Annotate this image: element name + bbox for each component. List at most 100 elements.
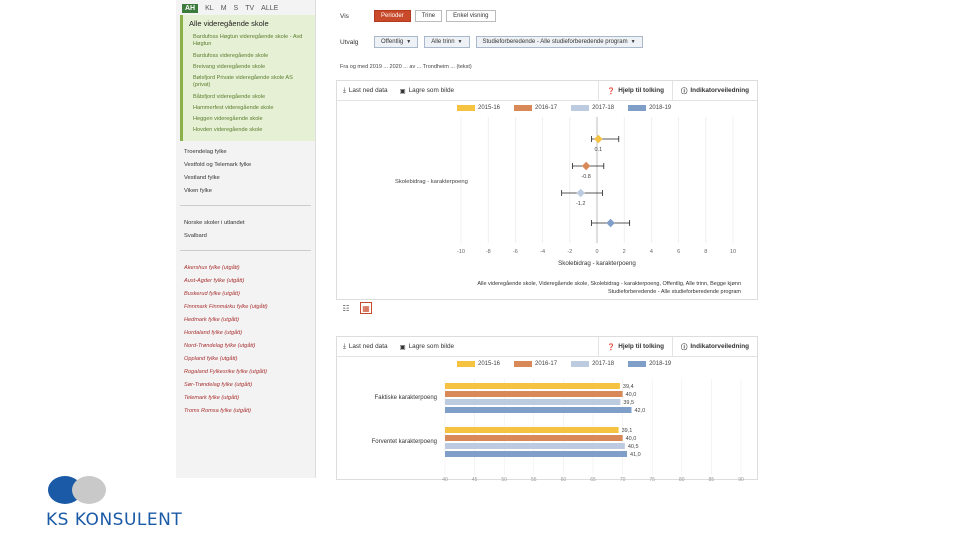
school-group-head[interactable]: Alle videregående skole	[189, 19, 269, 28]
toolbar-1: ⤓ Last ned data ▣ Lagre som bilde ❓ Hjelp t…	[337, 81, 757, 101]
sidebar-item[interactable]: Oppland fylke (utgått)	[184, 355, 238, 362]
vis-controls: Vis Perioder Trine Enkel visning	[340, 10, 496, 22]
bar	[445, 399, 621, 405]
x-tick-label: 8	[704, 249, 707, 255]
save-image-button-1[interactable]: ▣ Lagre som bilde	[399, 87, 455, 95]
data-point	[606, 218, 615, 228]
help-tab-1[interactable]: ❓ Hjelp til tolking	[598, 81, 672, 100]
legend-item[interactable]: 2015-16	[457, 361, 500, 367]
sidebar-item[interactable]: Båtsfjord videregående skole	[193, 93, 266, 100]
caption-line-2: Studieforberedende - Alle studieforbered…	[608, 289, 741, 295]
sidebar-item[interactable]: Hordaland fylke (utgått)	[184, 329, 243, 336]
legend-item[interactable]: 2017-18	[571, 361, 614, 367]
x-tick-label: -10	[457, 249, 465, 255]
indicator-tab-2[interactable]: ⓘ Indikatorveiledning	[672, 337, 757, 356]
legend-item[interactable]: 2018-19	[628, 105, 671, 111]
bar-value-label: 39,1	[622, 428, 633, 434]
download-icon: ⤓	[343, 342, 346, 350]
school-group: Alle videregående skole Bardufoss Høgtun…	[180, 15, 315, 141]
legend-swatch	[514, 361, 533, 367]
bar	[445, 435, 623, 441]
utvalg-controls: Utvalg Offentlig ▼ Alle trinn ▼ Studieforber…	[340, 36, 643, 48]
bar	[445, 427, 619, 433]
sidebar-item[interactable]: Aust-Agder fylke (utgått)	[184, 277, 245, 284]
sidebar-item[interactable]: Akershus fylke (utgått)	[184, 264, 240, 271]
sidebar-item[interactable]: Bølsfjord Private videregående skole AS …	[193, 75, 293, 89]
legend-item[interactable]: 2016-17	[514, 105, 557, 111]
bar	[445, 443, 625, 449]
sidebar-item[interactable]: Troms Romsa fylke (utgått)	[184, 407, 252, 414]
legend-item[interactable]: 2016-17	[514, 361, 557, 367]
download-data-button-1[interactable]: ⤓ Last ned data	[343, 86, 388, 95]
x-tick-label: 70	[620, 477, 626, 481]
chevron-down-icon: ▼	[630, 39, 636, 45]
utvalg-dropdown-0[interactable]: Offentlig ▼	[374, 36, 419, 48]
sidebar-item[interactable]: Norske skoler i utlandet	[184, 219, 245, 226]
help-tab-2[interactable]: ❓ Hjelp til tolking	[598, 337, 672, 356]
sidebar-item[interactable]: Buskerud fylke (utgått)	[184, 290, 240, 297]
utvalg-dropdown-1[interactable]: Alle trinn ▼	[424, 36, 470, 48]
save-image-button-2[interactable]: ▣ Lagre som bilde	[399, 343, 455, 351]
sidebar-item[interactable]: Vestfold og Telemark fylke	[184, 161, 252, 168]
sidebar-item[interactable]: Hovden videregående skole	[193, 127, 263, 134]
legend-item[interactable]: 2018-19	[628, 361, 671, 367]
data-point	[594, 134, 603, 144]
sidebar-item[interactable]: Bardufoss Høgtun videregående skole - Av…	[193, 34, 303, 48]
table-view-icon[interactable]: ☷	[342, 303, 350, 313]
letter-alle[interactable]: ALLE	[261, 5, 279, 12]
legend-item[interactable]: 2015-16	[457, 105, 500, 111]
x-tick-label: 75	[649, 477, 655, 481]
sidebar-item[interactable]: Sør-Trøndelag fylke (utgått)	[184, 381, 253, 388]
help-icon: ❓	[607, 343, 616, 351]
sidebar-item[interactable]: Hammerfest videregående skole	[193, 104, 274, 111]
x-tick-label: -8	[486, 249, 491, 255]
chevron-down-icon: ▼	[406, 39, 412, 45]
view-toggle: ☷ ▦	[340, 302, 372, 314]
legend-item[interactable]: 2017-18	[571, 105, 614, 111]
legend-swatch	[571, 361, 590, 367]
letter-ah[interactable]: AH	[182, 4, 199, 13]
vis-button-2[interactable]: Enkel visning	[446, 10, 496, 22]
sidebar-item[interactable]: Finnmark Finnmárku fylke (utgått)	[184, 303, 268, 310]
legend-label: 2018-19	[649, 105, 672, 111]
legend-swatch	[514, 105, 533, 111]
data-point	[581, 161, 591, 171]
sidebar-item[interactable]: Bardufoss videregående skole	[193, 52, 269, 59]
sidebar-item[interactable]: Breivang videregående skole	[193, 63, 266, 70]
sidebar-item[interactable]: Heggen videregående skole	[193, 116, 263, 123]
x-tick-label: 85	[709, 477, 715, 481]
bar-value-label: 39,4	[623, 384, 634, 390]
divider	[180, 204, 311, 206]
sidebar-item[interactable]: Vestland fylke	[184, 174, 220, 181]
bar-value-label: 41,0	[630, 452, 641, 458]
letter-tv[interactable]: TV	[245, 5, 255, 12]
image-icon: ▣	[399, 87, 406, 95]
legend-2: 2015-16 2016-17 2017-18 2018-19	[457, 361, 671, 367]
x-tick-label: -6	[513, 249, 518, 255]
x-tick-label: 10	[730, 249, 736, 255]
bar	[445, 383, 620, 389]
letter-s[interactable]: S	[233, 5, 239, 12]
download-data-button-2[interactable]: ⤓ Last ned data	[343, 342, 388, 351]
x-tick-label: 4	[650, 249, 653, 255]
sidebar-item[interactable]: Hedmark fylke (utgått)	[184, 316, 240, 323]
sidebar-item[interactable]: Nord-Trøndelag fylke (utgått)	[184, 342, 256, 349]
vis-button-1[interactable]: Trine	[414, 10, 443, 22]
vis-label: Vis	[340, 12, 349, 20]
logo-text: KS KONSULENT	[46, 510, 183, 530]
x-tick-label: 2	[623, 249, 626, 255]
vis-button-0[interactable]: Perioder	[374, 10, 411, 22]
letter-kl[interactable]: KL	[205, 5, 214, 12]
letter-m[interactable]: M	[220, 5, 227, 12]
utvalg-dropdown-2[interactable]: Studieforberedende - Alle studieforbered…	[475, 36, 643, 48]
x-tick-label: 80	[679, 477, 685, 481]
indicator-tab-1[interactable]: ⓘ Indikatorveiledning	[672, 81, 757, 100]
sidebar-item[interactable]: Troendelag fylke	[184, 148, 227, 155]
legend-label: 2018-19	[649, 361, 672, 367]
sidebar-item[interactable]: Svalbard	[184, 232, 207, 239]
chart-view-icon[interactable]: ▦	[360, 302, 372, 314]
bar-value-label: 42,0	[634, 408, 645, 414]
sidebar-item[interactable]: Viken fylke	[184, 187, 212, 194]
sidebar-item[interactable]: Rogaland Fylkesrike fylke (utgått)	[184, 368, 268, 375]
sidebar-item[interactable]: Telemark fylke (utgått)	[184, 394, 240, 401]
